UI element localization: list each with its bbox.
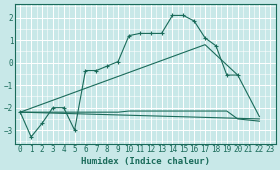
X-axis label: Humidex (Indice chaleur): Humidex (Indice chaleur) (81, 157, 210, 166)
